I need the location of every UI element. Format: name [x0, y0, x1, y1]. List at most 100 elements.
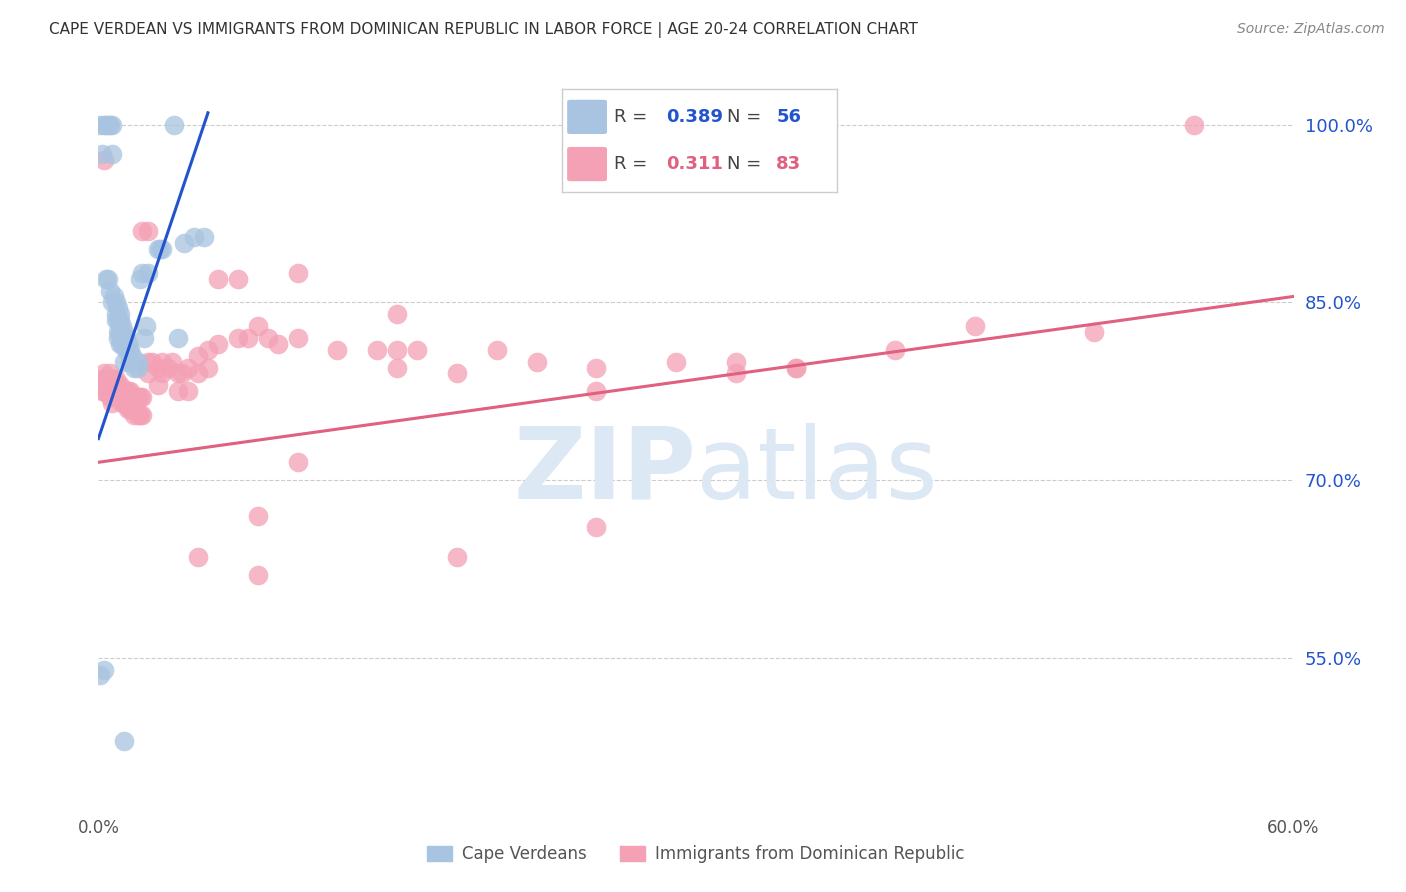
Point [120, 401, 142, 416]
Point [96, 118, 118, 132]
Point [97, 271, 120, 285]
Point [110, 313, 132, 327]
Text: ZIP: ZIP [513, 423, 696, 520]
Point [110, 378, 132, 392]
Point [105, 313, 128, 327]
Point [120, 354, 142, 368]
Point [167, 384, 190, 399]
Text: N =: N = [727, 108, 766, 126]
Point [93, 153, 115, 168]
Point [91, 372, 114, 386]
Point [115, 343, 138, 357]
Point [110, 307, 132, 321]
Point [287, 455, 309, 469]
Text: atlas: atlas [696, 423, 938, 520]
Point [111, 384, 134, 399]
Point [157, 360, 180, 375]
Point [131, 224, 153, 238]
Point [101, 396, 124, 410]
Point [1182, 118, 1205, 132]
Point [246, 567, 269, 582]
Point [111, 336, 134, 351]
Point [105, 384, 128, 399]
Point [131, 266, 153, 280]
Point [120, 384, 142, 399]
Point [167, 367, 190, 381]
Point [172, 367, 194, 381]
Point [124, 390, 146, 404]
Point [91, 147, 114, 161]
Point [98, 118, 122, 132]
Point [105, 372, 128, 386]
Point [366, 343, 388, 357]
Point [121, 349, 143, 363]
Point [89, 668, 111, 682]
Point [103, 372, 125, 386]
Point [96, 384, 118, 399]
Point [89, 118, 111, 132]
Point [117, 401, 139, 416]
Point [112, 354, 135, 368]
Point [89, 378, 111, 392]
Point [785, 360, 807, 375]
Point [585, 384, 607, 399]
FancyBboxPatch shape [568, 101, 606, 133]
Point [107, 378, 129, 392]
Point [127, 390, 149, 404]
Point [131, 408, 153, 422]
Point [117, 343, 139, 357]
Point [98, 284, 122, 298]
Point [141, 354, 163, 368]
Point [129, 390, 152, 404]
Point [136, 224, 159, 238]
Point [107, 325, 129, 339]
Point [136, 266, 159, 280]
Point [91, 384, 114, 399]
Point [193, 230, 215, 244]
Point [115, 331, 138, 345]
Point [167, 331, 190, 345]
Point [163, 118, 186, 132]
Point [98, 390, 122, 404]
Point [150, 354, 173, 368]
Point [107, 331, 129, 345]
Point [111, 319, 134, 334]
Point [287, 266, 309, 280]
Point [207, 271, 229, 285]
Point [177, 384, 200, 399]
Point [267, 336, 290, 351]
Point [112, 733, 135, 747]
Point [120, 343, 142, 357]
Point [665, 354, 688, 368]
FancyBboxPatch shape [568, 148, 606, 180]
Point [101, 384, 124, 399]
Point [107, 390, 129, 404]
Point [134, 331, 156, 345]
Point [173, 236, 195, 251]
Point [96, 271, 118, 285]
Text: 56: 56 [776, 108, 801, 126]
Point [129, 408, 152, 422]
Point [485, 343, 508, 357]
Point [97, 384, 120, 399]
Point [112, 384, 135, 399]
Point [326, 343, 349, 357]
Point [187, 549, 209, 564]
Point [103, 289, 125, 303]
Point [150, 367, 173, 381]
Point [136, 367, 159, 381]
Point [149, 242, 172, 256]
Point [111, 331, 134, 345]
Point [148, 242, 170, 256]
Point [136, 354, 159, 368]
Point [197, 343, 219, 357]
Point [97, 372, 120, 386]
Point [446, 549, 468, 564]
Point [112, 325, 135, 339]
Point [124, 360, 146, 375]
Point [135, 319, 157, 334]
Point [103, 384, 125, 399]
Point [105, 307, 128, 321]
Point [110, 325, 132, 339]
Point [724, 367, 747, 381]
